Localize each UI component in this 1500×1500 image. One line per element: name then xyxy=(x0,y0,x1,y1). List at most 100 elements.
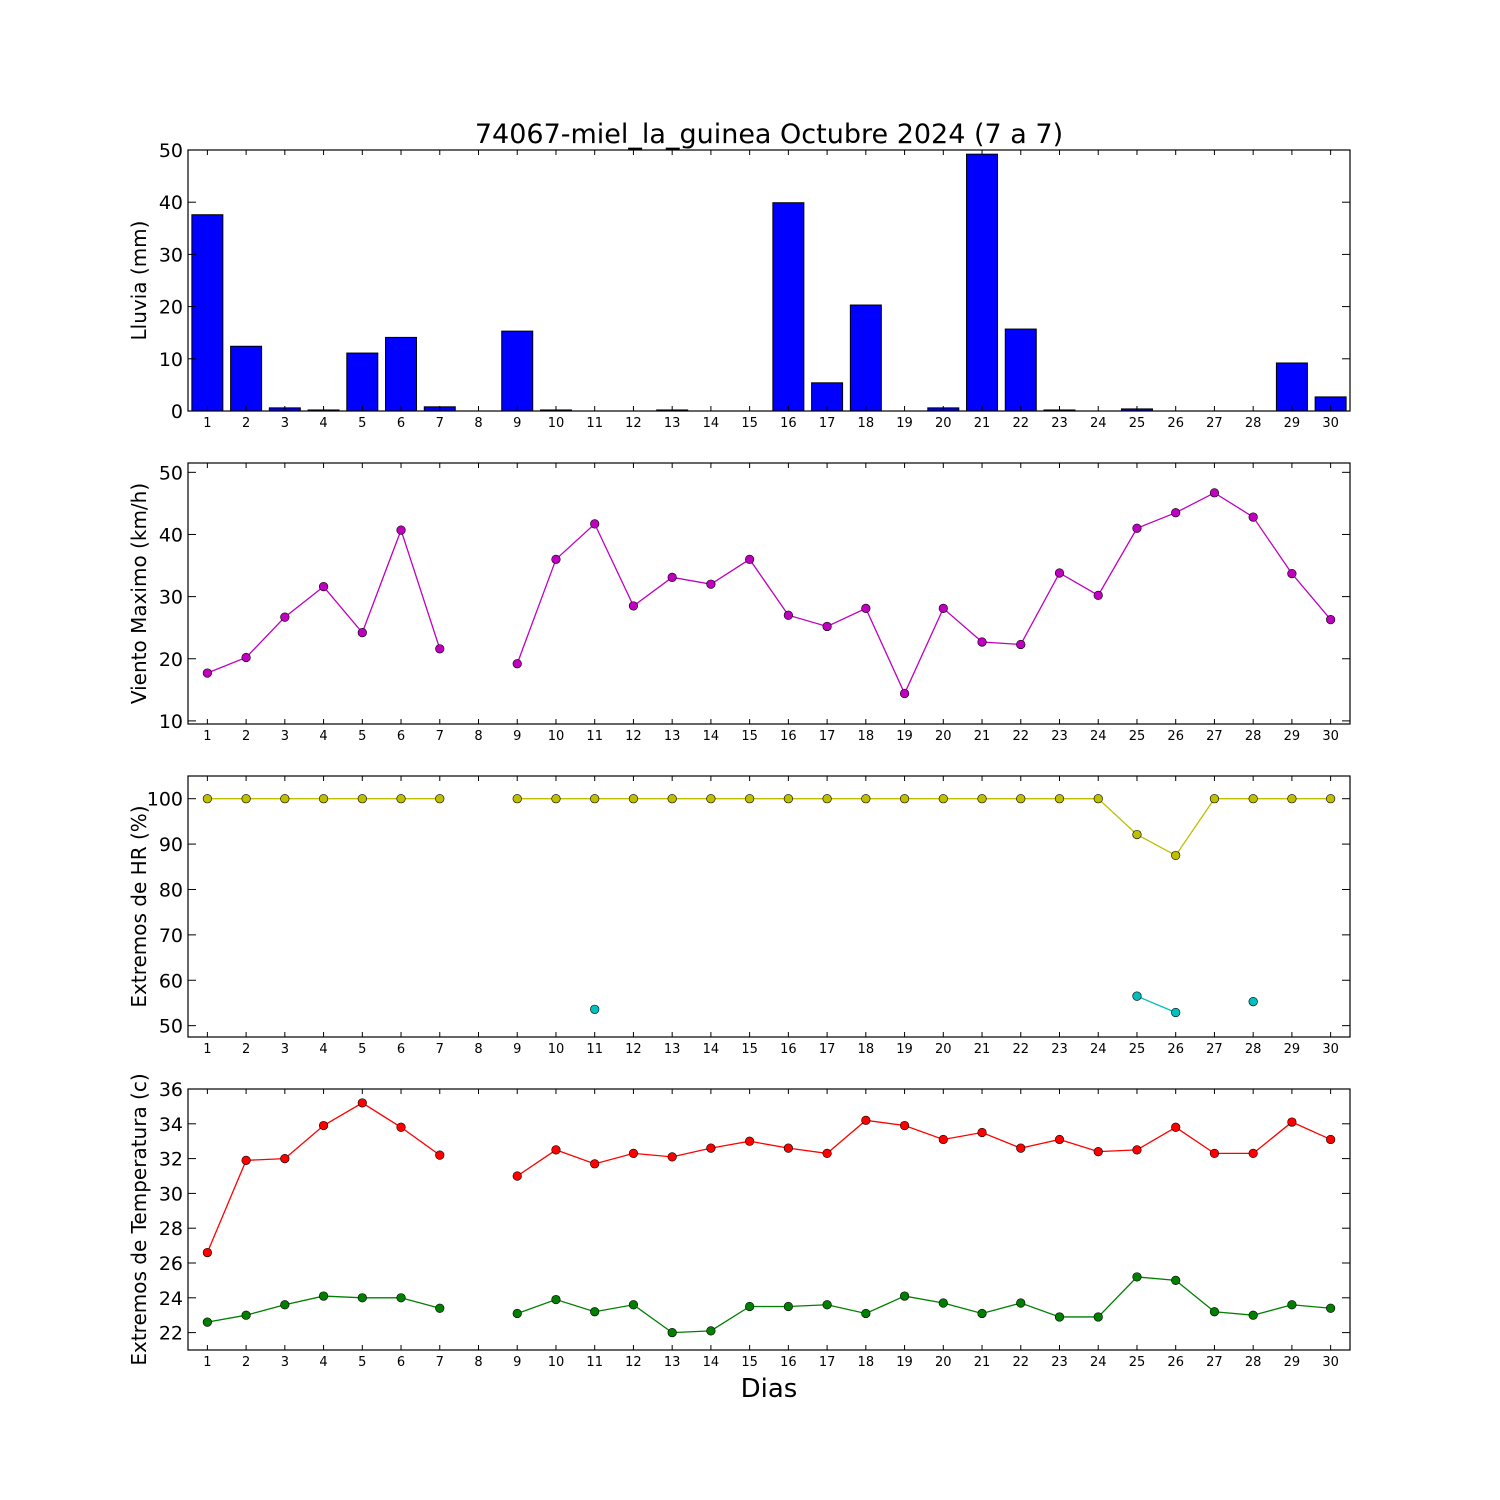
temperature-series-2-point-day-26 xyxy=(1171,1275,1181,1285)
temperature-x-tick-label: 13 xyxy=(664,1355,681,1370)
wind-series-1-point-day-13 xyxy=(667,572,677,582)
wind-series-1-point-day-25 xyxy=(1132,523,1142,533)
temperature-x-tick-label: 29 xyxy=(1284,1355,1301,1370)
rain-x-tick-label: 21 xyxy=(974,416,991,431)
rain-bar-day-22 xyxy=(1004,328,1037,412)
temperature-x-tick-label: 3 xyxy=(281,1355,289,1370)
rain-x-tick-label: 2 xyxy=(242,416,250,431)
rain-x-tick-label: 5 xyxy=(358,416,366,431)
humidity-x-tick-label: 19 xyxy=(896,1042,913,1057)
temperature-series-1-point-day-30 xyxy=(1326,1134,1336,1145)
wind-series-1-point-day-6 xyxy=(396,525,406,535)
wind-series-1-point-day-15 xyxy=(745,554,755,564)
wind-x-tick-label: 4 xyxy=(319,729,327,744)
rain-x-tick-label: 17 xyxy=(819,416,836,431)
temperature-x-tick-label: 21 xyxy=(974,1355,991,1370)
humidity-series-1-point-day-17 xyxy=(822,794,832,804)
wind-series-1-point-day-2 xyxy=(241,652,251,663)
rain-bar-day-5 xyxy=(346,352,379,412)
temperature-y-tick-label: 22 xyxy=(159,1323,183,1345)
wind-series-1-point-day-1 xyxy=(202,668,212,678)
temperature-series-1-point-day-23 xyxy=(1054,1134,1065,1145)
temperature-y-tick-label: 24 xyxy=(159,1288,183,1310)
temperature-series-2-point-day-19 xyxy=(899,1291,910,1301)
rain-x-tick-label: 12 xyxy=(625,416,642,431)
humidity-series-1-point-day-5 xyxy=(357,794,367,804)
temperature-series-1-point-day-27 xyxy=(1209,1148,1220,1158)
wind-y-tick-label: 10 xyxy=(159,711,183,733)
temperature-series-2-point-day-29 xyxy=(1287,1300,1297,1310)
temperature-series-2-point-day-18 xyxy=(861,1308,871,1319)
humidity-x-tick-label: 4 xyxy=(319,1042,327,1057)
temperature-x-tick-label: 30 xyxy=(1322,1355,1339,1370)
temperature-series-2-point-day-20 xyxy=(938,1298,948,1308)
rain-y-tick-label: 50 xyxy=(159,140,183,162)
temperature-subplot: 1 2 3 4 5 6 7 8 9 10 11 12 13 14 15 16 17 18 19 20 21 22 23 24 2… xyxy=(127,1073,1351,1370)
wind-series-1-point-day-18 xyxy=(861,603,871,614)
rain-x-tick-label: 13 xyxy=(664,416,681,431)
temperature-series-2-point-day-28 xyxy=(1248,1310,1258,1320)
temperature-series-1-point-day-1 xyxy=(202,1247,212,1258)
wind-y-tick-label: 50 xyxy=(159,462,183,484)
x-axis-title: Dias xyxy=(741,1374,798,1404)
temperature-series-1-point-day-9 xyxy=(512,1171,522,1181)
humidity-series-1-line-2 xyxy=(517,798,1331,857)
temperature-y-tick-label: 34 xyxy=(159,1114,183,1136)
temperature-series-2-point-day-6 xyxy=(396,1293,406,1303)
temperature-x-tick-label: 8 xyxy=(474,1355,482,1370)
temperature-y-tick-label: 30 xyxy=(159,1183,183,1205)
temperature-series-2-point-day-5 xyxy=(357,1293,367,1303)
wind-series-1-point-day-7 xyxy=(435,644,445,654)
wind-series-1-point-day-4 xyxy=(318,582,329,592)
humidity-x-tick-label: 8 xyxy=(474,1042,482,1057)
temperature-series-1-point-day-12 xyxy=(628,1148,639,1158)
temperature-x-tick-label: 23 xyxy=(1051,1355,1068,1370)
temperature-series-2-point-day-17 xyxy=(822,1300,832,1310)
humidity-y-axis-title: Extremos de HR (%) xyxy=(127,805,151,1007)
humidity-x-tick-label: 13 xyxy=(664,1042,681,1057)
humidity-x-tick-label: 5 xyxy=(358,1042,366,1057)
temperature-series-1-point-day-14 xyxy=(706,1143,716,1153)
humidity-series-1-point-day-21 xyxy=(977,794,987,804)
temperature-series-1-point-day-2 xyxy=(241,1155,251,1165)
temperature-series-1-point-day-25 xyxy=(1132,1145,1142,1155)
temperature-series-1-point-day-29 xyxy=(1287,1117,1297,1127)
temperature-series-1-point-day-19 xyxy=(899,1120,910,1131)
temperature-x-tick-label: 4 xyxy=(319,1355,327,1370)
wind-x-tick-label: 8 xyxy=(474,729,482,744)
humidity-x-tick-label: 6 xyxy=(397,1042,405,1057)
humidity-x-tick-label: 1 xyxy=(203,1042,211,1057)
wind-series-1-line-2 xyxy=(516,492,1332,696)
humidity-x-tick-label: 21 xyxy=(974,1042,991,1057)
wind-x-tick-label: 12 xyxy=(625,729,642,744)
temperature-series-1-point-day-26 xyxy=(1171,1122,1181,1132)
humidity-y-tick-label: 60 xyxy=(159,970,183,992)
rain-x-tick-label: 26 xyxy=(1167,416,1184,431)
humidity-series-1-point-day-14 xyxy=(706,794,716,804)
humidity-y-tick-label: 90 xyxy=(159,834,183,856)
wind-series-1-point-day-19 xyxy=(899,688,910,699)
temperature-x-tick-label: 28 xyxy=(1245,1355,1262,1370)
humidity-x-tick-label: 23 xyxy=(1051,1042,1068,1057)
temperature-series-2-point-day-25 xyxy=(1132,1272,1142,1282)
rain-axes-frame xyxy=(187,149,1351,412)
humidity-series-1-point-day-29 xyxy=(1287,794,1297,804)
humidity-x-tick-label: 17 xyxy=(819,1042,836,1057)
humidity-series-2-point-day-25 xyxy=(1132,991,1142,1001)
temperature-x-tick-label: 25 xyxy=(1129,1355,1146,1370)
humidity-x-tick-label: 12 xyxy=(625,1042,642,1057)
wind-x-tick-label: 5 xyxy=(358,729,366,744)
temperature-x-tick-label: 17 xyxy=(819,1355,836,1370)
temperature-x-tick-label: 20 xyxy=(935,1355,952,1370)
humidity-x-tick-label: 10 xyxy=(548,1042,565,1057)
wind-x-tick-label: 20 xyxy=(935,729,952,744)
humidity-series-1-point-day-12 xyxy=(628,794,639,804)
rain-bar-day-9 xyxy=(501,330,534,412)
temperature-series-2-point-day-23 xyxy=(1054,1312,1065,1322)
temperature-series-2-point-day-12 xyxy=(628,1300,639,1310)
wind-x-tick-label: 14 xyxy=(703,729,720,744)
humidity-series-1-point-day-2 xyxy=(241,794,251,804)
wind-series-1-point-day-16 xyxy=(783,610,793,620)
wind-series-1-point-day-11 xyxy=(590,519,600,529)
